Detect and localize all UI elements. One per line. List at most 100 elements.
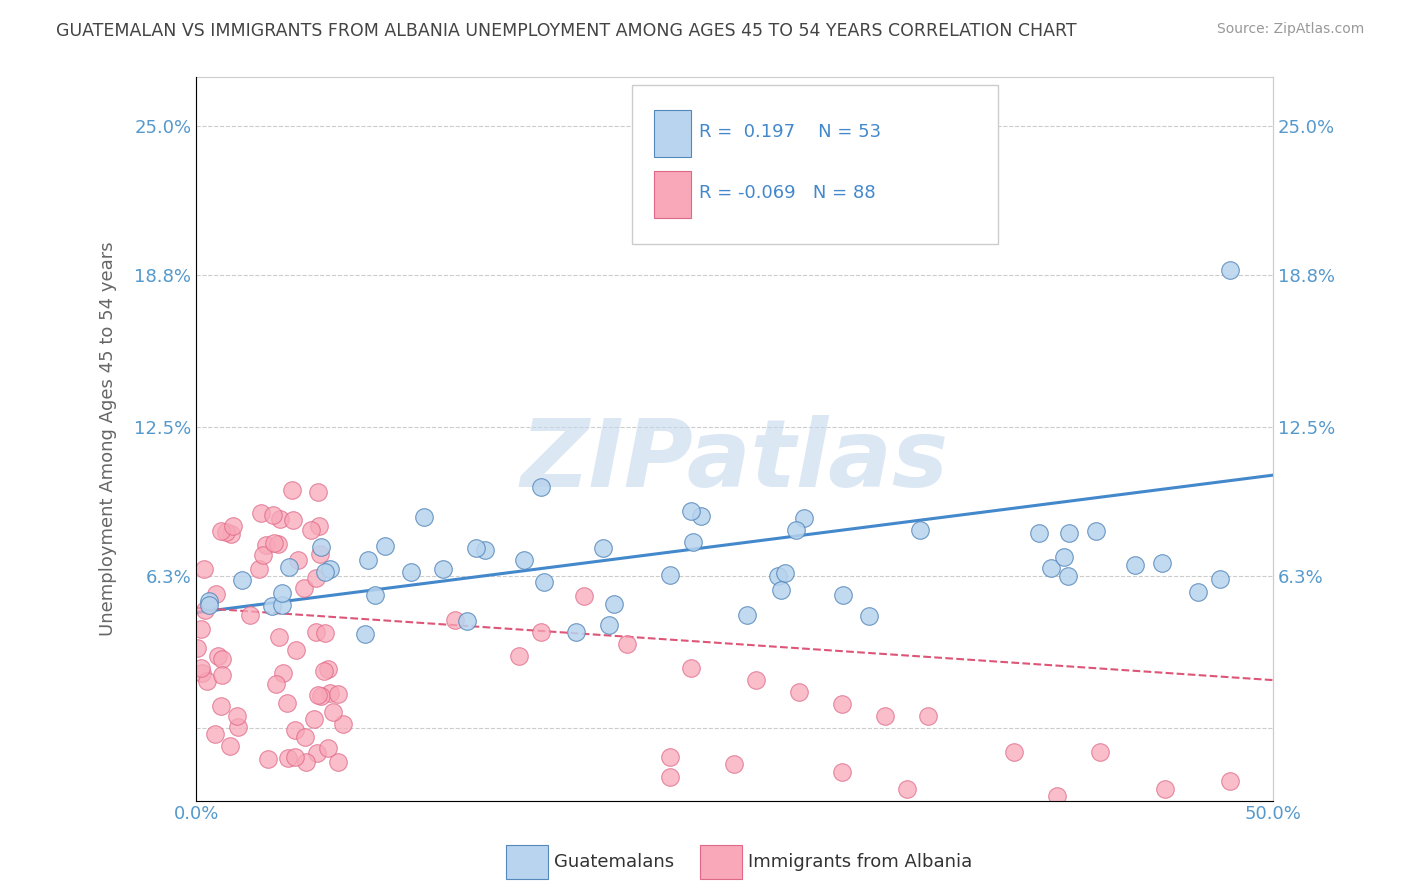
Point: [353, 627, 375, 641]
Point: [191, 665, 214, 680]
Point: [681, 504, 703, 518]
Point: [287, 553, 309, 567]
Point: [1219, 774, 1241, 789]
Point: [222, 519, 245, 533]
Point: [198, 593, 221, 607]
Point: [305, 746, 328, 760]
Point: [332, 717, 354, 731]
Point: [658, 750, 681, 764]
Point: [1040, 561, 1063, 575]
Point: [308, 519, 330, 533]
Point: [357, 552, 380, 566]
Text: Source: ZipAtlas.com: Source: ZipAtlas.com: [1216, 22, 1364, 37]
Point: [603, 597, 626, 611]
Point: [269, 512, 291, 526]
Point: [745, 227, 768, 241]
Point: [190, 660, 212, 674]
Point: [283, 513, 305, 527]
Point: [412, 509, 434, 524]
Point: [831, 588, 853, 602]
Point: [239, 608, 262, 623]
Point: [319, 686, 342, 700]
Point: [690, 508, 713, 523]
Point: [195, 673, 218, 688]
Point: [292, 581, 315, 595]
Point: [271, 598, 294, 612]
Point: [598, 618, 620, 632]
Point: [211, 667, 233, 681]
Point: [443, 613, 465, 627]
Point: [852, 202, 875, 217]
Point: [266, 677, 288, 691]
Point: [1154, 781, 1177, 796]
Point: [307, 484, 329, 499]
Point: [256, 751, 278, 765]
Point: [793, 511, 815, 525]
Point: [312, 664, 335, 678]
Point: [896, 781, 918, 796]
Point: [277, 751, 299, 765]
Point: [254, 538, 277, 552]
Point: [530, 624, 553, 639]
Point: [616, 637, 638, 651]
Text: Guatemalans: Guatemalans: [554, 853, 673, 871]
Text: Immigrants from Albania: Immigrants from Albania: [748, 853, 972, 871]
Point: [277, 559, 299, 574]
FancyBboxPatch shape: [633, 85, 998, 244]
Point: [745, 673, 768, 687]
Point: [681, 661, 703, 675]
Point: [271, 666, 294, 681]
Point: [787, 685, 810, 699]
Point: [309, 547, 332, 561]
Point: [305, 571, 328, 585]
Point: [271, 586, 294, 600]
Point: [299, 523, 322, 537]
Point: [658, 568, 681, 582]
Point: [211, 698, 233, 713]
Point: [219, 739, 242, 754]
Point: [267, 631, 290, 645]
Point: [326, 687, 349, 701]
Point: [565, 624, 588, 639]
Point: [302, 712, 325, 726]
Point: [766, 569, 789, 583]
Point: [211, 651, 233, 665]
Point: [785, 524, 807, 538]
Point: [190, 622, 212, 636]
Point: [226, 708, 249, 723]
Point: [1219, 263, 1241, 277]
Point: [295, 755, 318, 769]
Point: [465, 541, 488, 555]
Point: [252, 548, 274, 562]
Point: [314, 565, 336, 579]
Point: [260, 599, 283, 614]
Point: [530, 480, 553, 494]
Point: [294, 731, 316, 745]
Point: [309, 540, 332, 554]
Point: [305, 624, 328, 639]
Point: [474, 542, 496, 557]
Y-axis label: Unemployment Among Ages 45 to 54 years: Unemployment Among Ages 45 to 54 years: [100, 242, 117, 636]
Point: [456, 614, 478, 628]
Point: [285, 643, 308, 657]
Point: [209, 524, 232, 538]
Point: [226, 720, 249, 734]
Point: [309, 689, 332, 703]
Point: [1123, 558, 1146, 572]
Point: [773, 566, 796, 581]
Point: [322, 705, 344, 719]
Point: [219, 527, 242, 541]
Point: [186, 641, 208, 656]
Point: [769, 583, 792, 598]
Point: [316, 662, 339, 676]
Point: [572, 589, 595, 603]
Point: [204, 727, 226, 741]
Point: [831, 764, 853, 779]
Point: [284, 723, 307, 738]
Point: [682, 535, 704, 549]
Point: [374, 540, 396, 554]
Point: [276, 696, 298, 710]
Point: [262, 508, 284, 522]
Point: [592, 541, 614, 555]
Text: R =  0.197    N = 53: R = 0.197 N = 53: [699, 123, 882, 141]
